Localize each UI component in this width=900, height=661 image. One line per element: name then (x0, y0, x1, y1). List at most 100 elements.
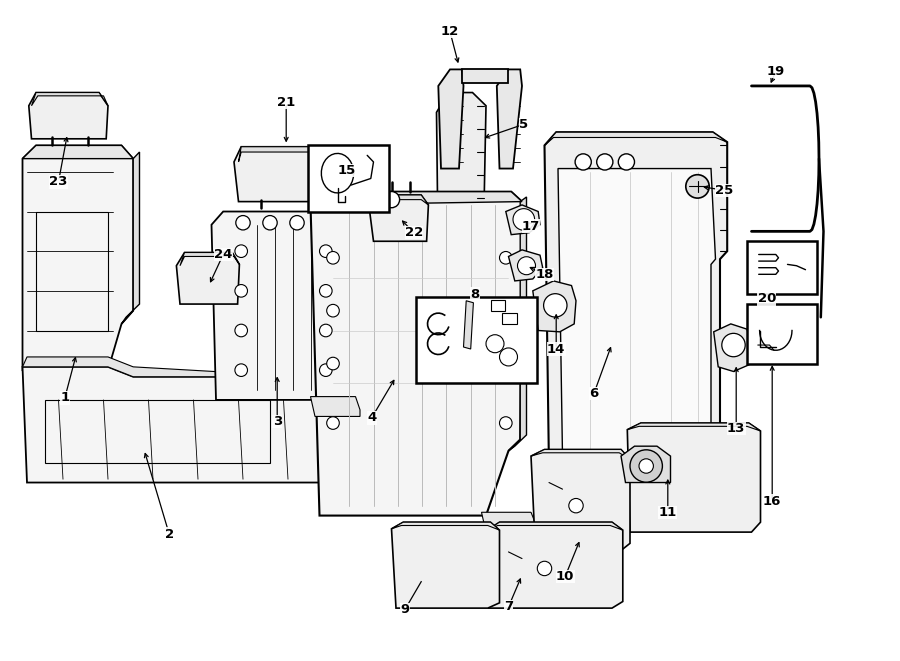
Polygon shape (22, 367, 319, 483)
Polygon shape (714, 324, 752, 371)
Ellipse shape (639, 459, 653, 473)
Text: 25: 25 (716, 184, 733, 197)
Polygon shape (438, 69, 464, 169)
Ellipse shape (235, 245, 248, 258)
Ellipse shape (500, 357, 512, 370)
Ellipse shape (569, 498, 583, 513)
Polygon shape (544, 132, 727, 145)
Polygon shape (558, 169, 716, 456)
Polygon shape (508, 250, 543, 281)
Ellipse shape (500, 251, 512, 264)
Polygon shape (508, 197, 526, 451)
Bar (308, 145, 389, 212)
Ellipse shape (235, 284, 248, 297)
Polygon shape (310, 192, 522, 205)
Ellipse shape (327, 251, 339, 264)
Polygon shape (212, 212, 353, 400)
Polygon shape (464, 301, 473, 349)
Polygon shape (22, 145, 133, 370)
Polygon shape (621, 446, 670, 483)
Polygon shape (531, 449, 630, 459)
Text: 16: 16 (763, 494, 781, 508)
Ellipse shape (361, 192, 377, 208)
Polygon shape (436, 93, 486, 496)
Polygon shape (484, 522, 623, 608)
Ellipse shape (320, 284, 332, 297)
Polygon shape (497, 69, 522, 169)
Text: 18: 18 (536, 268, 554, 281)
Text: 4: 4 (367, 411, 376, 424)
Ellipse shape (235, 324, 248, 337)
Ellipse shape (544, 293, 567, 317)
Polygon shape (342, 217, 358, 337)
Ellipse shape (630, 449, 662, 483)
Ellipse shape (618, 154, 634, 170)
Ellipse shape (320, 364, 332, 377)
Ellipse shape (537, 561, 552, 576)
Text: 12: 12 (441, 25, 459, 38)
Text: 3: 3 (273, 415, 282, 428)
Ellipse shape (327, 357, 339, 370)
Bar (491, 300, 505, 311)
Text: 7: 7 (504, 600, 513, 613)
Polygon shape (29, 93, 108, 139)
Polygon shape (176, 253, 239, 304)
Polygon shape (180, 253, 239, 266)
Polygon shape (122, 152, 140, 324)
Ellipse shape (327, 304, 339, 317)
Polygon shape (234, 147, 338, 202)
Ellipse shape (320, 245, 332, 258)
Polygon shape (238, 147, 338, 162)
Polygon shape (369, 195, 428, 206)
Ellipse shape (383, 192, 400, 208)
Text: 19: 19 (767, 65, 785, 78)
Polygon shape (22, 357, 319, 387)
Ellipse shape (500, 348, 518, 366)
Polygon shape (462, 69, 508, 83)
Ellipse shape (500, 304, 512, 317)
Ellipse shape (686, 175, 709, 198)
Polygon shape (310, 192, 522, 516)
Text: 10: 10 (556, 570, 574, 583)
Polygon shape (482, 512, 536, 532)
Ellipse shape (235, 364, 248, 377)
Polygon shape (531, 449, 630, 552)
Polygon shape (544, 132, 727, 469)
Ellipse shape (500, 416, 512, 430)
Ellipse shape (597, 154, 613, 170)
Polygon shape (22, 145, 133, 159)
Polygon shape (627, 423, 760, 532)
Ellipse shape (263, 215, 277, 230)
Polygon shape (533, 281, 576, 332)
Bar (747, 304, 817, 364)
Bar (502, 313, 517, 324)
Ellipse shape (236, 215, 250, 230)
Polygon shape (392, 522, 500, 608)
Ellipse shape (486, 334, 504, 353)
Polygon shape (484, 522, 623, 532)
Polygon shape (627, 423, 760, 431)
Bar (416, 297, 537, 383)
Text: 14: 14 (547, 342, 565, 356)
Text: 5: 5 (519, 118, 528, 131)
Polygon shape (32, 93, 108, 106)
Ellipse shape (290, 215, 304, 230)
Text: 20: 20 (758, 292, 776, 305)
Bar (747, 241, 817, 294)
Polygon shape (369, 195, 428, 241)
Ellipse shape (518, 256, 536, 275)
Ellipse shape (575, 154, 591, 170)
Polygon shape (392, 522, 500, 530)
Text: 13: 13 (727, 422, 745, 435)
Text: 24: 24 (214, 248, 232, 261)
Ellipse shape (320, 324, 332, 337)
Text: 11: 11 (659, 506, 677, 519)
Text: 6: 6 (590, 387, 598, 400)
Text: 15: 15 (338, 164, 356, 177)
Text: 17: 17 (522, 219, 540, 233)
Text: 1: 1 (60, 391, 69, 405)
Polygon shape (506, 205, 540, 235)
Ellipse shape (327, 416, 339, 430)
Polygon shape (310, 397, 360, 416)
Text: 23: 23 (50, 175, 68, 188)
